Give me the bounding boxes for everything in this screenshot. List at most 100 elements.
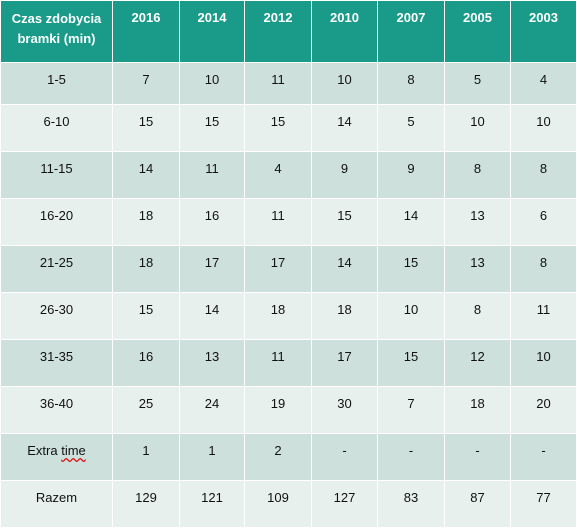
header-cell-year: 2007 (377, 0, 445, 63)
value-cell: 5 (444, 62, 511, 105)
value-cell: 5 (377, 104, 445, 152)
spellcheck-underline: time (61, 443, 86, 458)
table-row: 6-10 15 15 15 14 5 10 10 (0, 104, 577, 152)
value-cell: 87 (444, 480, 511, 528)
value-cell: 4 (244, 151, 312, 199)
table-row: 21-25 18 17 17 14 15 13 8 (0, 245, 577, 293)
value-cell: 10 (179, 62, 245, 105)
value-cell: 14 (377, 198, 445, 246)
row-label-cell: 16-20 (0, 198, 113, 246)
value-cell: 11 (510, 292, 577, 340)
value-cell: 77 (510, 480, 577, 528)
value-cell: 10 (444, 104, 511, 152)
value-cell: 19 (244, 386, 312, 434)
value-cell: 15 (179, 104, 245, 152)
value-cell: 18 (112, 245, 180, 293)
value-cell: 7 (112, 62, 180, 105)
value-cell: - (444, 433, 511, 481)
value-cell: 30 (311, 386, 378, 434)
row-label-cell: 31-35 (0, 339, 113, 387)
value-cell: 25 (112, 386, 180, 434)
table-body: 1-5 7 10 11 10 8 5 4 6-10 15 15 15 14 5 10 10 11-15 14 11 4… (0, 62, 577, 528)
table-row: 1-5 7 10 11 10 8 5 4 (0, 62, 577, 105)
value-cell: 10 (510, 339, 577, 387)
header-cell-year: 2005 (444, 0, 511, 63)
header-cell-year: 2003 (510, 0, 577, 63)
value-cell: 17 (244, 245, 312, 293)
value-cell: 18 (444, 386, 511, 434)
row-label-cell: 11-15 (0, 151, 113, 199)
value-cell: 11 (179, 151, 245, 199)
value-cell: 16 (179, 198, 245, 246)
value-cell: 14 (179, 292, 245, 340)
value-cell: - (311, 433, 378, 481)
value-cell: 11 (244, 339, 312, 387)
row-label-cell: 21-25 (0, 245, 113, 293)
row-label-cell: 1-5 (0, 62, 113, 105)
value-cell: 9 (311, 151, 378, 199)
value-cell: 13 (444, 245, 511, 293)
value-cell: 8 (377, 62, 445, 105)
table-row: 26-30 15 14 18 18 10 8 11 (0, 292, 577, 340)
header-row: Czas zdobycia bramki (min) 2016 2014 2012 20… (0, 0, 577, 63)
table-row: 36-40 25 24 19 30 7 18 20 (0, 386, 577, 434)
table-row: 16-20 18 16 11 15 14 13 6 (0, 198, 577, 246)
value-cell: 24 (179, 386, 245, 434)
value-cell: 20 (510, 386, 577, 434)
row-label-cell: 26-30 (0, 292, 113, 340)
table-row: 11-15 14 11 4 9 9 8 8 (0, 151, 577, 199)
value-cell: 121 (179, 480, 245, 528)
value-cell: 10 (311, 62, 378, 105)
value-cell: 8 (510, 245, 577, 293)
value-cell: - (377, 433, 445, 481)
header-cell-year: 2010 (311, 0, 378, 63)
value-cell: 14 (112, 151, 180, 199)
value-cell: 14 (311, 104, 378, 152)
value-cell: 15 (311, 198, 378, 246)
value-cell: 15 (244, 104, 312, 152)
value-cell: 8 (444, 151, 511, 199)
value-cell: 15 (377, 339, 445, 387)
value-cell: 17 (179, 245, 245, 293)
value-cell: 11 (244, 62, 312, 105)
value-cell: 15 (377, 245, 445, 293)
row-label-cell: Extra time (0, 433, 113, 481)
value-cell: - (510, 433, 577, 481)
value-cell: 129 (112, 480, 180, 528)
value-cell: 9 (377, 151, 445, 199)
value-cell: 1 (179, 433, 245, 481)
value-cell: 17 (311, 339, 378, 387)
row-label-cell: Razem (0, 480, 113, 528)
table-row: Extra time 1 1 2- - - - (0, 433, 577, 481)
value-cell: 109 (244, 480, 312, 528)
value-cell: 10 (510, 104, 577, 152)
table-row: Razem 129 121 109 127 83 87 77 (0, 480, 577, 528)
row-label-cell: 6-10 (0, 104, 113, 152)
value-cell: 7 (377, 386, 445, 434)
value-cell: 127 (311, 480, 378, 528)
value-cell: 15 (112, 292, 180, 340)
value-cell: 14 (311, 245, 378, 293)
value-cell: 12 (444, 339, 511, 387)
value-cell: 18 (244, 292, 312, 340)
value-cell: 16 (112, 339, 180, 387)
row-label-cell: 36-40 (0, 386, 113, 434)
value-cell: 18 (311, 292, 378, 340)
header-cell-year: 2014 (179, 0, 245, 63)
header-cell-time-range: Czas zdobycia bramki (min) (0, 0, 113, 63)
value-cell: 15 (112, 104, 180, 152)
value-cell: 8 (444, 292, 511, 340)
value-cell: 2 (244, 433, 312, 481)
row-label-text: Extra time (27, 443, 86, 458)
value-cell: 10 (377, 292, 445, 340)
header-cell-year: 2016 (112, 0, 180, 63)
value-cell: 6 (510, 198, 577, 246)
table-row: 31-35 16 13 11 17 15 12 10 (0, 339, 577, 387)
value-cell: 13 (179, 339, 245, 387)
value-cell: 1 (112, 433, 180, 481)
value-cell: 4 (510, 62, 577, 105)
header-cell-year: 2012 (244, 0, 312, 63)
value-cell: 13 (444, 198, 511, 246)
value-cell: 11 (244, 198, 312, 246)
